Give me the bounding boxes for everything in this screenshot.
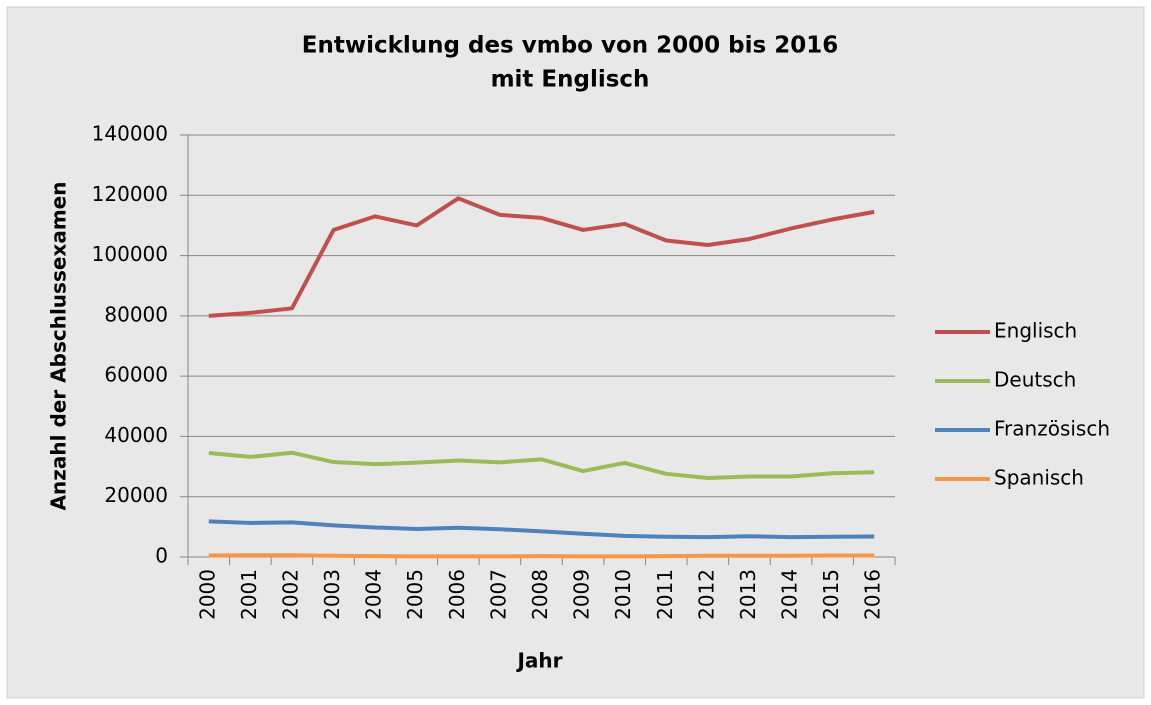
x-tick-label: 2008 <box>528 569 552 620</box>
x-tick-label: 2006 <box>445 569 469 620</box>
chart-title: mit Englisch <box>491 67 650 93</box>
y-tick-label: 0 <box>155 544 168 568</box>
x-tick-label: 2011 <box>653 569 677 620</box>
x-tick-label: 2004 <box>362 569 386 620</box>
y-tick-label: 60000 <box>104 363 168 387</box>
y-tick-label: 80000 <box>104 302 168 326</box>
legend-label: Englisch <box>994 319 1077 343</box>
x-tick-label: 2012 <box>694 569 718 620</box>
x-tick-label: 2000 <box>195 569 219 620</box>
x-axis-label: Jahr <box>515 649 562 673</box>
y-tick-label: 120000 <box>92 182 168 206</box>
y-tick-label: 20000 <box>104 483 168 507</box>
y-tick-label: 40000 <box>104 423 168 447</box>
x-tick-label: 2007 <box>486 569 510 620</box>
x-tick-label: 2005 <box>403 569 427 620</box>
chart-title: Entwicklung des vmbo von 2000 bis 2016 <box>302 33 839 59</box>
legend-label: Französisch <box>994 417 1110 441</box>
chart-background <box>6 6 1145 699</box>
x-tick-label: 2002 <box>278 569 302 620</box>
series-line <box>208 519 875 540</box>
x-tick-label: 2003 <box>320 569 344 620</box>
x-tick-label: 2015 <box>819 569 843 620</box>
series-line <box>208 196 875 318</box>
x-tick-label: 2013 <box>736 569 760 620</box>
series-line <box>208 450 875 481</box>
x-tick-label: 2009 <box>570 569 594 620</box>
legend-label: Spanisch <box>994 466 1084 490</box>
y-tick-label: 140000 <box>92 122 168 146</box>
x-tick-label: 2016 <box>861 569 885 620</box>
series-line <box>208 553 875 559</box>
x-tick-label: 2010 <box>611 569 635 620</box>
legend-label: Deutsch <box>994 368 1076 392</box>
y-axis-label: Anzahl der Abschlussexamen <box>47 182 71 511</box>
y-tick-label: 100000 <box>92 242 168 266</box>
x-tick-label: 2014 <box>778 569 802 620</box>
x-tick-label: 2001 <box>237 569 261 620</box>
